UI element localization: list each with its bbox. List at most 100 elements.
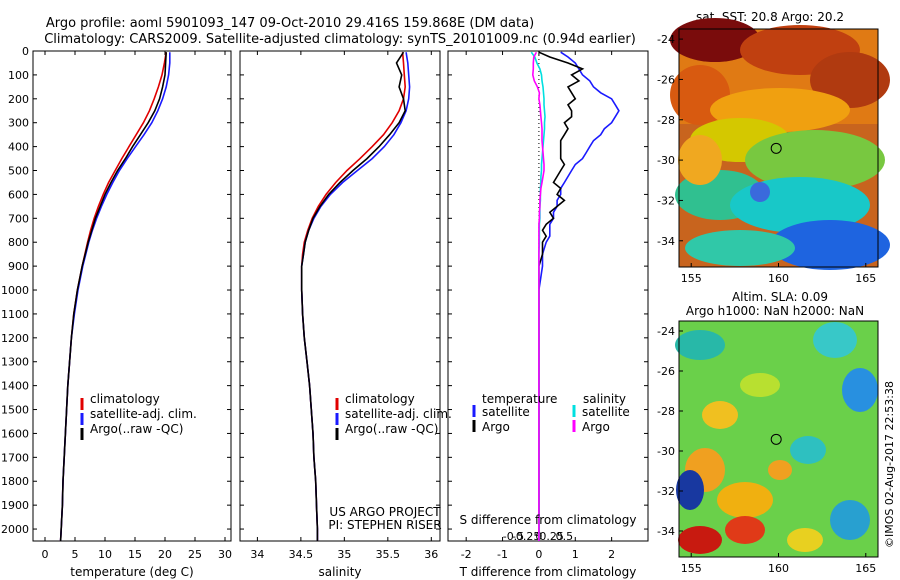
figure-title-line2: Climatology: CARS2009. Satellite-adjuste… [44, 32, 636, 47]
x-tick-label: 1 [572, 548, 579, 561]
map-y-tick-label: -34 [657, 235, 675, 248]
s-tick-label: -0.5 [503, 530, 524, 543]
project-label: US ARGO PROJECT [329, 505, 441, 519]
map-x-tick-label: 160 [768, 562, 789, 575]
depth-tick-label: 2000 [1, 523, 29, 536]
salinity-legend: climatology satellite-adj. clim. Argo(..… [335, 392, 452, 440]
difference-legend: temperature salinity satellite Argo sate… [472, 392, 630, 434]
sla-map-ticks: 155 160 165 -24 -26 -28 -30 -32 -34 [657, 325, 876, 575]
imos-stamp: ©IMOS 02-Aug-2017 22:53:38 [883, 381, 896, 548]
temperature-xlabel: temperature (deg C) [70, 565, 193, 579]
s-tick-label: -0.25 [512, 530, 540, 543]
map-y-tick-label: -32 [657, 485, 675, 498]
map-y-tick-label: -34 [657, 525, 675, 538]
legend-label-t-argo: Argo [482, 420, 510, 434]
depth-tick-label: 300 [8, 117, 29, 130]
legend-label-t-satellite: satellite [482, 405, 530, 419]
map-x-tick-label: 155 [681, 562, 702, 575]
x-tick-label: -1 [497, 548, 508, 561]
s-tick-label: 0.5 [556, 530, 574, 543]
x-tick-label: -2 [461, 548, 472, 561]
map-y-tick-label: -24 [657, 33, 675, 46]
depth-tick-label: 1200 [1, 332, 29, 345]
depth-tick-label: 1700 [1, 451, 29, 464]
x-tick-label: 20 [158, 548, 172, 561]
temperature-series-line [59, 52, 167, 542]
pi-label: PI: STEPHEN RISER [328, 518, 441, 532]
difference-series-line [538, 51, 585, 541]
legend-label-argo: Argo(..raw -QC) [90, 422, 183, 436]
depth-tick-label: 400 [8, 141, 29, 154]
t-difference-xlabel: T difference from climatology [459, 565, 637, 579]
sst-argo-position-marker [770, 142, 782, 154]
map-y-tick-label: -26 [657, 73, 675, 86]
salinity-xlabel: salinity [318, 565, 361, 579]
salinity-series-line [300, 52, 407, 541]
difference-axes [447, 50, 649, 542]
x-tick-label: 2 [608, 548, 615, 561]
depth-tick-label: 1000 [1, 284, 29, 297]
map-x-tick-label: 155 [681, 272, 702, 285]
s-difference-xlabel: S difference from climatology [460, 513, 637, 527]
legend-label-argo: Argo(..raw -QC) [345, 422, 438, 436]
legend-label-satellite: satellite-adj. clim. [90, 407, 197, 421]
depth-tick-label: 100 [8, 69, 29, 82]
map-x-tick-label: 160 [768, 272, 789, 285]
x-tick-label: 35 [337, 548, 351, 561]
legend-title-temperature: temperature [482, 392, 557, 406]
difference-series-line [531, 51, 545, 541]
sla-map-field [675, 322, 878, 554]
s-tick-label: 0.25 [539, 530, 564, 543]
map-y-tick-label: -30 [657, 154, 675, 167]
legend-label-satellite: satellite-adj. clim. [345, 407, 452, 421]
map-y-tick-label: -28 [657, 114, 675, 127]
map-y-tick-label: -28 [657, 405, 675, 418]
sla-map-title-line1: Altim. SLA: 0.09 [732, 290, 828, 304]
x-tick-label: 10 [98, 548, 112, 561]
x-tick-label: 15 [128, 548, 142, 561]
x-tick-label: 34.5 [289, 548, 314, 561]
depth-tick-label: 900 [8, 260, 29, 273]
x-tick-label: 30 [218, 548, 232, 561]
x-tick-label: 0 [42, 548, 49, 561]
depth-tick-label: 1500 [1, 404, 29, 417]
map-y-tick-label: -26 [657, 365, 675, 378]
legend-label-climatology: climatology [345, 392, 415, 406]
temperature-legend: climatology satellite-adj. clim. Argo(..… [80, 392, 197, 440]
legend-label-climatology: climatology [90, 392, 160, 406]
depth-tick-label: 1600 [1, 427, 29, 440]
legend-label-s-argo: Argo [582, 420, 610, 434]
map-y-tick-label: -32 [657, 194, 675, 207]
depth-tick-label: 1100 [1, 308, 29, 321]
x-tick-label: 25 [188, 548, 202, 561]
sst-map-field [670, 18, 890, 270]
map-y-tick-label: -24 [657, 325, 675, 338]
depth-tick-label: 1400 [1, 380, 29, 393]
sla-argo-position-marker [770, 433, 782, 445]
x-tick-label: 35.5 [376, 548, 401, 561]
figure-title-line1: Argo profile: aoml 5901093_147 09-Oct-20… [46, 16, 534, 31]
depth-tick-label: 500 [8, 165, 29, 178]
tick-layer: 0100200300400500600700800900100011001200… [1, 45, 648, 561]
sla-map-title-line2: Argo h1000: NaN h2000: NaN [686, 304, 864, 318]
depth-tick-label: 1300 [1, 356, 29, 369]
sst-map-ticks: 155 160 165 -24 -26 -28 -30 -32 -34 [657, 33, 876, 285]
depth-tick-label: 1900 [1, 499, 29, 512]
depth-tick-label: 200 [8, 93, 29, 106]
temperature-axes [32, 50, 232, 542]
depth-tick-label: 800 [8, 236, 29, 249]
x-tick-label: 0 [535, 548, 542, 561]
depth-tick-label: 0 [22, 45, 29, 58]
map-y-tick-label: -30 [657, 445, 675, 458]
x-tick-label: 5 [72, 548, 79, 561]
legend-label-s-satellite: satellite [582, 405, 630, 419]
salinity-series-line [300, 52, 411, 541]
salinity-series-line [300, 51, 407, 541]
difference-series-line [538, 51, 620, 541]
x-tick-label: 36 [424, 548, 438, 561]
legend-title-salinity: salinity [583, 392, 626, 406]
depth-tick-label: 600 [8, 188, 29, 201]
series-layer [59, 51, 620, 542]
map-x-tick-label: 165 [855, 562, 876, 575]
